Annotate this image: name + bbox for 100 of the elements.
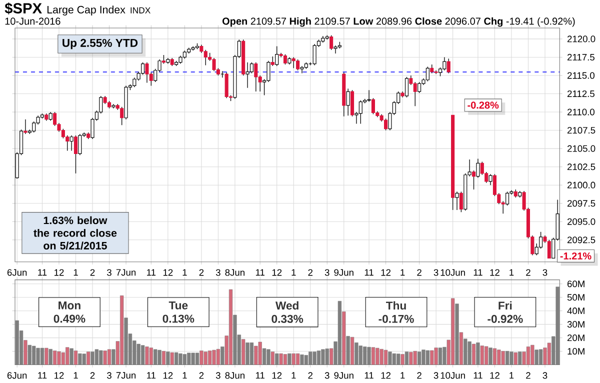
bar (90, 352, 94, 365)
bar (300, 354, 304, 365)
x-tick-label: 11 (38, 372, 47, 378)
x-tick-label: 2 (199, 372, 204, 379)
x-tick-label: 11 (147, 372, 156, 378)
x-tick-label: 3 (324, 269, 330, 276)
candlestick (413, 82, 417, 106)
x-tick-label: 11 (364, 372, 374, 378)
x-tick-label: 11 (147, 269, 156, 276)
candlestick (404, 76, 408, 98)
candlestick (74, 134, 78, 174)
y-tick-label: 10M (568, 348, 584, 354)
annotation: Thu -0.17% (378, 301, 414, 323)
x-tick-label: 9Jun (334, 269, 354, 276)
x-tick-label: 3 (216, 269, 220, 276)
x-tick-label: 6Jun (7, 372, 27, 379)
candlestick (266, 60, 270, 82)
bar (422, 350, 426, 365)
candlestick (78, 134, 82, 156)
y-tick-label: 2120.0 (567, 36, 596, 42)
candlestick (292, 56, 296, 68)
candlestick (334, 45, 338, 54)
x-tick-label: 2 (526, 372, 530, 379)
x-tick-label: 3 (107, 372, 112, 379)
x-tick-label: 2 (90, 269, 95, 276)
y-tick-label: 2097.5 (567, 200, 596, 207)
x-tick-label: 8Jun (225, 269, 244, 276)
candlestick (224, 72, 228, 98)
x-tick-label: 1 (74, 269, 78, 276)
annotation: Wed 0.33% (272, 301, 304, 323)
candlestick (476, 158, 480, 178)
x-tick-label: 11 (256, 372, 264, 378)
x-tick-label: 12 (272, 372, 282, 379)
candlestick (350, 90, 354, 117)
x-tick-label: 3 (542, 269, 548, 276)
candlestick (254, 62, 258, 92)
bar (158, 350, 162, 365)
x-tick-label: 1 (292, 372, 296, 378)
bar (212, 350, 216, 365)
x-tick-label: 12 (490, 372, 500, 379)
x-tick-label: 6Jun (7, 269, 27, 276)
bar (246, 342, 250, 365)
candlestick (70, 134, 74, 151)
candlestick (442, 56, 446, 71)
y-tick-label: 2100.0 (567, 182, 596, 188)
candlestick (275, 46, 279, 66)
x-tick-label: 12 (163, 269, 173, 276)
x-tick-label: 11 (474, 372, 482, 378)
candlestick (547, 239, 551, 259)
bar (266, 349, 270, 365)
bar (400, 354, 404, 365)
bar (57, 351, 61, 365)
bar (36, 348, 40, 365)
x-tick-label: 12 (163, 372, 173, 379)
x-tick-label: 3 (542, 372, 548, 379)
y-tick-label: 2115.0 (567, 72, 595, 79)
annotation: 1.63% below the record close on 5/21/2015 (34, 216, 117, 250)
x-tick-label: 12 (490, 269, 500, 276)
chart-subtitle: Large Cap Index (47, 6, 126, 16)
x-tick-label: 11 (256, 269, 264, 276)
bar (367, 346, 371, 365)
candlestick (418, 82, 422, 94)
text: Open 2109.57 High 2109.57 Low 2089.96 Close 2096.07 Chg -19.41 (-0.92%) (222, 17, 575, 27)
annotation: Up 2.55% YTD (62, 38, 138, 50)
text: 10-Jun-2016 (5, 18, 60, 25)
candlestick (488, 174, 492, 186)
y-tick-label: 50M (567, 294, 584, 301)
candlestick (446, 58, 450, 74)
y-tick-label: 40M (567, 307, 584, 314)
x-tick-label: 11 (474, 269, 482, 276)
x-tick-label: 11 (364, 269, 374, 276)
candlestick (426, 66, 430, 82)
y-tick-label: 30M (567, 320, 584, 328)
candlestick (53, 112, 57, 126)
x-tick-label: 2 (308, 269, 312, 276)
candlestick (330, 34, 334, 50)
y-tick-label: 2105.0 (567, 145, 596, 152)
x-tick-label: 3 (434, 372, 438, 379)
candlestick (296, 58, 300, 71)
bar (145, 346, 149, 365)
x-tick-label: 1 (400, 372, 405, 378)
y-tick-label: 2092.5 (567, 236, 596, 244)
x-tick-label: 7Jun (116, 269, 136, 276)
candlestick (61, 128, 65, 139)
candlestick (204, 49, 208, 66)
x-tick-label: 3 (434, 269, 438, 276)
y-tick-label: 2117.5 (567, 54, 594, 60)
x-tick-label: 1 (510, 269, 514, 276)
candlestick (145, 62, 149, 84)
candlestick (358, 100, 362, 124)
x-tick-label: 7Jun (116, 372, 136, 379)
candlestick (283, 54, 287, 65)
candlestick (32, 121, 36, 133)
candlestick (371, 98, 375, 114)
candlestick (212, 58, 216, 72)
bar (476, 342, 480, 365)
annotation: -0.28% (468, 102, 499, 109)
y-tick-label: 2107.5 (567, 126, 596, 134)
x-tick-label: 1 (74, 372, 78, 378)
candlestick (132, 77, 136, 88)
